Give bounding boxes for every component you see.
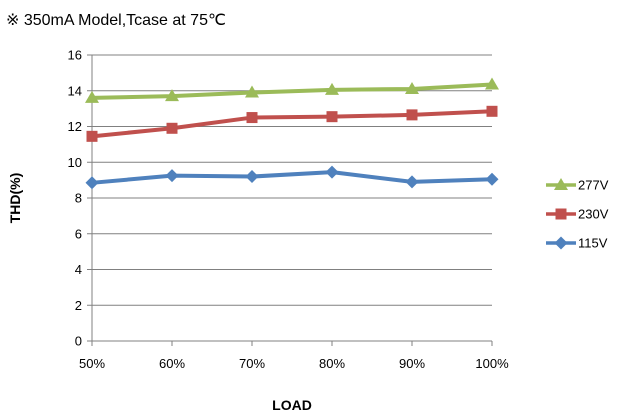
legend-marker-230v	[555, 208, 567, 220]
y-tick-label: 12	[68, 119, 82, 134]
data-point-230v	[86, 130, 98, 142]
legend-item-230v: 230V	[546, 207, 609, 222]
y-tick-label: 8	[75, 191, 82, 206]
data-point-230v	[166, 122, 178, 134]
chart-note: ※ 350mA Model,Tcase at 75℃	[6, 12, 226, 29]
x-tick-label: 90%	[399, 356, 425, 371]
x-tick-label: 70%	[239, 356, 265, 371]
gridlines	[92, 54, 492, 306]
legend-label-277v: 277V	[578, 178, 609, 193]
data-point-230v	[406, 109, 418, 121]
x-axis-title: LOAD	[272, 397, 312, 413]
x-tick-labels: 50% 60% 70% 80% 90% 100%	[79, 356, 509, 371]
data-point-115v	[245, 170, 259, 184]
x-tick-label: 60%	[159, 356, 185, 371]
data-point-230v	[326, 111, 338, 123]
data-point-230v	[246, 112, 258, 124]
legend-item-115v: 115V	[546, 236, 608, 251]
x-tick-label: 80%	[319, 356, 345, 371]
y-tick-label: 4	[75, 262, 82, 277]
legend-item-277v: 277V	[546, 178, 609, 193]
data-point-277v	[85, 90, 99, 103]
y-axis-title: THD(%)	[7, 173, 23, 224]
series-line-230v	[91, 109, 493, 139]
series-277v	[85, 77, 499, 103]
y-tick-label: 10	[68, 155, 82, 170]
series-line-115v	[91, 170, 493, 185]
data-point-115v	[325, 165, 339, 179]
data-point-115v	[165, 169, 179, 183]
data-point-277v	[245, 85, 259, 98]
series-line-277v	[91, 82, 493, 100]
data-point-277v	[405, 81, 419, 94]
data-point-230v	[486, 105, 498, 117]
data-point-277v	[325, 82, 339, 95]
data-point-115v	[485, 172, 499, 186]
series-group	[85, 77, 499, 190]
data-point-277v	[165, 89, 179, 102]
x-tick-label: 100%	[475, 356, 509, 371]
series-115v	[85, 165, 499, 190]
legend-marker-277v	[554, 178, 568, 190]
y-tick-label: 14	[68, 83, 82, 98]
y-tick-label: 0	[75, 334, 82, 349]
legend-marker-115v	[554, 236, 568, 250]
y-tick-label: 2	[75, 298, 82, 313]
legend-label-115v: 115V	[578, 236, 608, 251]
legend: 277V 230V 115V	[546, 178, 609, 251]
x-tick-label: 50%	[79, 356, 105, 371]
data-point-277v	[485, 77, 499, 90]
data-point-115v	[405, 175, 419, 189]
legend-label-230v: 230V	[578, 207, 609, 222]
series-230v	[86, 105, 498, 142]
data-point-115v	[85, 176, 99, 190]
y-tick-label: 16	[68, 48, 82, 63]
y-tick-labels: 0 2 4 6 8 10 12 14 16	[68, 48, 82, 349]
y-tick-label: 6	[75, 226, 82, 241]
